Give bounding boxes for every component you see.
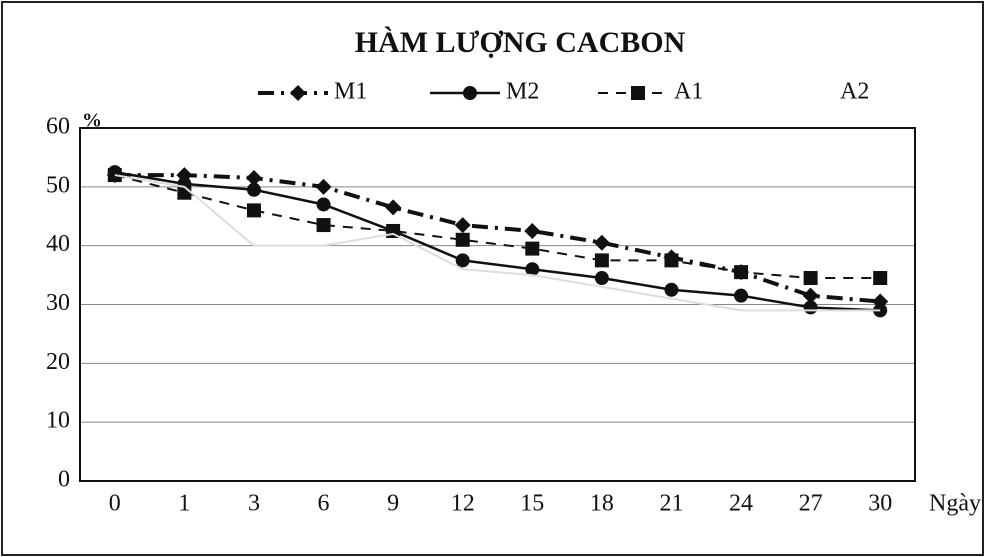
marker	[316, 218, 331, 233]
marker	[524, 222, 541, 239]
series-line	[114, 173, 881, 304]
marker	[594, 253, 609, 268]
y-tick-label: 60	[46, 114, 70, 140]
marker	[593, 234, 610, 251]
marker	[385, 199, 402, 216]
marker	[246, 203, 261, 218]
x-tick-label: 21	[659, 491, 683, 517]
marker	[803, 300, 818, 315]
marker	[454, 217, 471, 234]
marker	[455, 253, 470, 268]
marker	[873, 271, 888, 286]
y-tick-label: 30	[46, 290, 70, 316]
marker	[315, 178, 332, 195]
y-tick-label: 10	[46, 408, 70, 434]
legend-label: M1	[334, 79, 367, 105]
y-axis-label: %	[82, 110, 102, 132]
x-tick-label: 1	[178, 491, 190, 517]
x-tick-label: 3	[248, 491, 260, 517]
marker	[803, 271, 818, 286]
chart-title: HÀM LƯỢNG CACBON	[355, 26, 686, 59]
legend-label: A1	[674, 79, 703, 105]
series-line	[114, 174, 881, 280]
marker	[246, 182, 261, 197]
x-tick-label: 24	[729, 491, 753, 517]
legend-label: M2	[506, 79, 539, 105]
marker	[316, 197, 331, 212]
marker	[245, 170, 262, 187]
x-tick-label: 0	[109, 491, 121, 517]
legend-marker	[463, 86, 477, 100]
y-tick-label: 20	[46, 349, 70, 375]
x-tick-label: 18	[590, 491, 614, 517]
legend-marker	[290, 85, 306, 101]
series-line	[114, 174, 881, 312]
x-tick-label: 12	[451, 491, 475, 517]
x-tick-label: 15	[520, 491, 544, 517]
y-tick-label: 40	[46, 231, 70, 257]
marker	[455, 232, 470, 247]
marker	[664, 253, 679, 268]
y-tick-label: 50	[46, 172, 70, 198]
marker	[734, 288, 749, 303]
x-tick-label: 9	[387, 491, 399, 517]
marker	[525, 262, 540, 277]
marker	[664, 282, 679, 297]
legend-marker	[631, 86, 645, 100]
marker	[734, 265, 749, 280]
marker	[594, 271, 609, 286]
marker	[525, 241, 540, 256]
x-tick-label: 6	[318, 491, 330, 517]
series-line	[114, 170, 881, 312]
x-tick-label: 30	[868, 491, 892, 517]
plot-frame	[79, 127, 916, 482]
y-tick-label: 0	[58, 467, 70, 493]
x-axis-label: Ngày	[929, 491, 981, 517]
x-tick-label: 27	[799, 491, 823, 517]
legend-label: A2	[840, 79, 869, 105]
marker	[802, 287, 819, 304]
